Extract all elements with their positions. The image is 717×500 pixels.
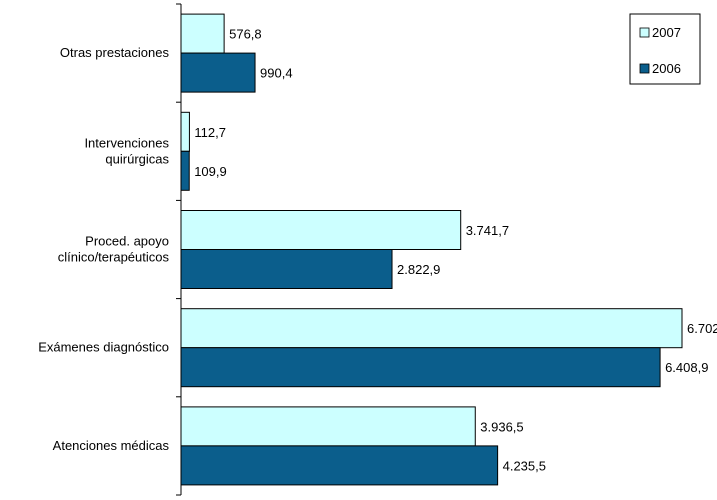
bar-2006: [180, 445, 499, 486]
bar-2007: [180, 210, 462, 250]
category-label: Exámenes diagnóstico: [38, 340, 169, 355]
bar-2007: [180, 406, 476, 447]
data-label-2006: 4.235,5: [503, 458, 546, 473]
category-label: Atenciones médicas: [53, 438, 170, 453]
legend-label-2006: 2006: [652, 61, 681, 76]
category-label: quirúrgicas: [105, 151, 169, 166]
data-label-2006: 990,4: [260, 66, 293, 81]
bar-2007: [180, 111, 190, 152]
data-label-2007: 576,8: [229, 27, 262, 42]
category-label: Intervenciones: [84, 135, 169, 150]
bar-2007: [180, 13, 225, 54]
bar-2007: [180, 308, 683, 349]
category-label: Otras prestaciones: [60, 45, 170, 60]
bar-2006: [180, 150, 190, 191]
data-label-2006: 2.822,9: [397, 262, 440, 277]
legend-label-2007: 2007: [652, 25, 681, 40]
bar-2006: [180, 249, 393, 289]
axis-layer: [176, 3, 182, 496]
bars-layer: [180, 13, 683, 486]
data-label-2007: 112,7: [194, 125, 226, 140]
labels-layer: Otras prestaciones 576,8 990,4 Intervencion…: [38, 27, 717, 474]
data-label-2007: 6.702,0: [687, 321, 717, 336]
bar-2006: [180, 52, 256, 93]
data-label-2007: 3.741,7: [466, 223, 509, 238]
category-label: clínico/terapéuticos: [58, 250, 170, 265]
data-label-2007: 3.936,5: [480, 419, 523, 434]
legend: 2007 2006: [629, 13, 701, 85]
data-label-2006: 109,9: [194, 164, 227, 179]
bar-2006: [180, 347, 661, 388]
data-label-2006: 6.408,9: [665, 360, 708, 375]
legend-swatch-2006: [639, 63, 650, 74]
legend-swatch-2007: [639, 27, 650, 38]
category-label: Proced. apoyo: [85, 234, 169, 249]
